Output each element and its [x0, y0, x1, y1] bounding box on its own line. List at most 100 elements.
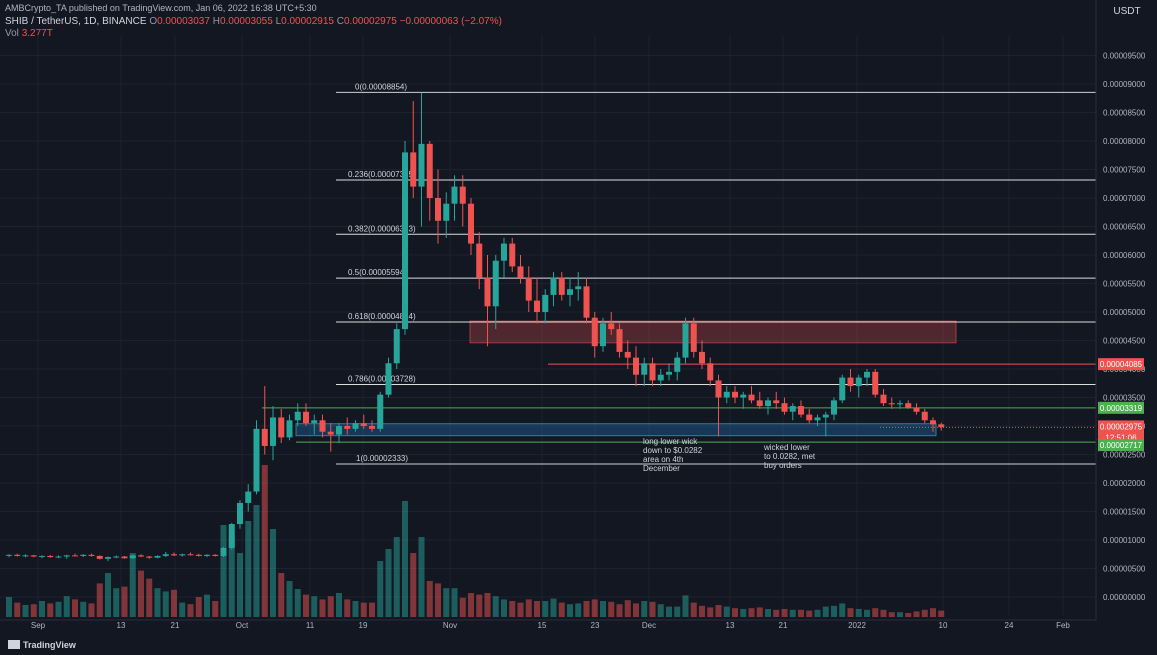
candle-body [311, 420, 318, 424]
candle-body [616, 329, 623, 352]
volume-bar [228, 537, 235, 617]
candle-body [418, 143, 425, 187]
volume-bar [905, 613, 912, 617]
volume-bar [55, 601, 62, 617]
candle-body [649, 363, 656, 381]
candle-body [913, 407, 920, 412]
candle-body [542, 294, 549, 312]
volume-bar [558, 602, 565, 617]
fib-label: 0(0.00008854) [355, 82, 407, 91]
candle-body [501, 243, 507, 261]
publisher-line: AMBCrypto_TA published on TradingView.co… [5, 3, 317, 13]
candle-body [600, 323, 606, 347]
volume-bar [847, 608, 854, 617]
volume-bar [765, 609, 771, 617]
candle-body [822, 414, 829, 418]
candle-body [699, 351, 705, 364]
price-labels: 0.000040850.000033190.0000297512:51:060.… [1098, 358, 1144, 452]
volume-bar [682, 595, 689, 617]
candle-body [773, 400, 780, 404]
y-axis: 0.00009500 0.00009000 0.00008500 0.00008000… [1095, 0, 1146, 620]
volume-bar [179, 602, 186, 617]
volume-bar [72, 599, 78, 617]
volume-bar [459, 597, 466, 617]
fib-label: 0.236(0.00007315) [348, 170, 416, 179]
candle-body [377, 394, 384, 429]
volume-bar [723, 606, 730, 617]
candle-body [22, 555, 29, 557]
fib-label: 0.786(0.00003728) [348, 375, 416, 384]
volume-bar [88, 603, 95, 617]
volume-bar [707, 607, 714, 617]
candle-body [443, 203, 450, 221]
candle-body [63, 555, 70, 557]
resistance-price-label-box [1098, 358, 1144, 371]
volume-bar [880, 609, 887, 617]
candle-body [47, 555, 54, 558]
volume-bar [550, 598, 557, 617]
support-price-label-lower-box [1098, 439, 1144, 452]
volume-legend: Vol 3.277T [5, 28, 53, 39]
x-tick-label: Feb [1056, 621, 1070, 630]
y-tick-label: 0.00007000 [1103, 194, 1146, 203]
y-tick-label: 0.00003500 [1103, 394, 1146, 403]
fib-levels: 0(0.00008854) 0.236(0.00007315) 0.382(0.00… [336, 82, 1096, 465]
candle-body [690, 323, 697, 352]
candle-body [468, 203, 474, 244]
x-tick-label: 21 [171, 621, 180, 630]
countdown-label: 12:51:06 [1105, 433, 1137, 442]
candle-body [393, 329, 400, 364]
volume-bar [336, 593, 342, 617]
supply-zone [469, 320, 957, 344]
volume-bar [311, 596, 318, 617]
candle-body [715, 380, 722, 398]
volume-bar [22, 605, 29, 617]
y-tick-label: 0.00008000 [1103, 137, 1146, 146]
candle-body [146, 556, 153, 558]
current-price-label: 0.00002975 [1100, 422, 1143, 431]
candle-body [253, 428, 260, 492]
candle-body [567, 289, 573, 295]
y-tick-label: 0.00005000 [1103, 308, 1146, 317]
y-tick-label: 0.00003000 [1103, 422, 1146, 431]
x-tick-label: 23 [591, 621, 600, 630]
volume-bar [319, 599, 326, 617]
volume-bar [897, 612, 903, 617]
candle-body [707, 363, 714, 381]
candle-body [930, 420, 936, 425]
volume-bar [47, 603, 54, 617]
volume-bar [649, 601, 656, 617]
support-price-label-lower: 0.00002717 [1100, 441, 1143, 450]
candle-body [113, 556, 120, 558]
candle-body [270, 417, 276, 446]
x-tick-label: 11 [306, 621, 315, 630]
volume-bar [261, 465, 268, 617]
y-tick-label: 0.00002500 [1103, 451, 1146, 460]
candle-body [748, 394, 755, 401]
candle-body [880, 394, 887, 404]
currency-label[interactable]: USDT [1113, 6, 1141, 17]
tradingview-logo[interactable]: TradingView [8, 640, 76, 650]
candle-body [872, 371, 879, 395]
candle-body [385, 363, 392, 395]
volume-bar [451, 588, 458, 617]
candle-body [558, 277, 565, 295]
volume-bar [187, 604, 194, 617]
candle-body [765, 400, 771, 407]
volume-bar [212, 601, 219, 617]
candle-body [129, 555, 136, 559]
candle-body [921, 411, 928, 421]
y-tick-label: 0.00002000 [1103, 479, 1146, 488]
y-tick-label: 0.00005500 [1103, 280, 1146, 289]
volume-bar [690, 602, 697, 617]
candle-body [864, 371, 870, 378]
volume-bar [930, 608, 936, 617]
candle-body [641, 363, 648, 375]
low-label: L [275, 16, 282, 27]
candle-body [575, 286, 582, 290]
fib-label: 0.5(0.00005594) [348, 268, 407, 277]
candles [6, 92, 945, 562]
candle-body [831, 400, 837, 415]
